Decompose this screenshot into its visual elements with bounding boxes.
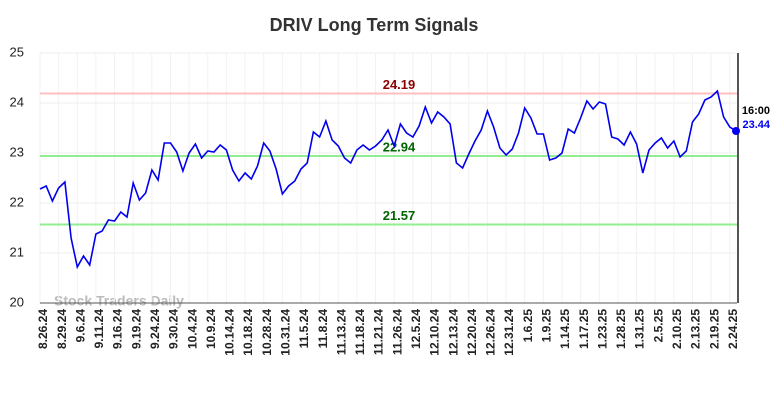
x-tick-label: 10.4.24 bbox=[185, 309, 199, 349]
x-tick-label: 11.26.24 bbox=[390, 309, 404, 355]
x-tick-label: 11.5.24 bbox=[297, 309, 311, 349]
price-line bbox=[39, 89, 737, 270]
x-tick-label: 1.6.25 bbox=[521, 309, 535, 343]
x-tick-label: 10.9.24 bbox=[204, 309, 218, 349]
x-tick-label: 12.5.24 bbox=[409, 309, 423, 349]
x-tick-label: 10.31.24 bbox=[279, 309, 293, 356]
signal-label: 22.94 bbox=[383, 139, 416, 154]
x-tick-label: 2.19.25 bbox=[707, 309, 721, 349]
signal-label: 21.57 bbox=[383, 208, 416, 223]
x-tick-label: 1.9.25 bbox=[540, 309, 554, 343]
x-tick-label: 9.19.24 bbox=[129, 309, 143, 349]
y-tick-label: 21 bbox=[10, 244, 24, 259]
x-tick-label: 12.13.24 bbox=[446, 309, 460, 356]
x-tick-label: 10.18.24 bbox=[241, 309, 255, 356]
x-tick-label: 10.14.24 bbox=[223, 309, 237, 356]
x-tick-label: 2.13.25 bbox=[689, 309, 703, 349]
x-tick-label: 12.20.24 bbox=[465, 309, 479, 356]
last-point bbox=[732, 127, 740, 135]
x-tick-label: 1.23.25 bbox=[595, 309, 609, 349]
x-tick-label: 9.30.24 bbox=[167, 309, 181, 349]
x-tick-label: 9.16.24 bbox=[111, 309, 125, 349]
x-tick-label: 11.18.24 bbox=[353, 309, 367, 355]
x-tick-label: 11.21.24 bbox=[372, 309, 386, 355]
x-tick-label: 12.26.24 bbox=[484, 309, 498, 356]
x-tick-label: 9.24.24 bbox=[148, 309, 162, 349]
x-tick-label: 2.24.25 bbox=[726, 309, 740, 349]
chart-title: DRIV Long Term Signals bbox=[270, 15, 479, 35]
x-tick-label: 2.10.25 bbox=[670, 309, 684, 349]
x-tick-label: 8.26.24 bbox=[36, 309, 50, 349]
last-value: 23.44 bbox=[742, 119, 770, 131]
x-tick-label: 12.31.24 bbox=[502, 309, 516, 356]
x-tick-label: 12.10.24 bbox=[428, 309, 442, 356]
x-tick-label: 10.28.24 bbox=[260, 309, 274, 356]
x-tick-label: 1.17.25 bbox=[577, 309, 591, 349]
y-tick-label: 22 bbox=[10, 194, 24, 209]
x-tick-label: 2.5.25 bbox=[651, 309, 665, 343]
y-tick-label: 25 bbox=[10, 44, 24, 59]
x-tick-label: 1.28.25 bbox=[614, 309, 628, 349]
last-time: 16:00 bbox=[742, 105, 770, 117]
x-tick-label: 1.14.25 bbox=[558, 309, 572, 349]
x-tick-label: 9.11.24 bbox=[92, 309, 106, 349]
x-tick-label: 11.13.24 bbox=[334, 309, 348, 355]
y-tick-label: 20 bbox=[10, 294, 24, 309]
y-tick-label: 23 bbox=[10, 144, 24, 159]
signal-label: 24.19 bbox=[383, 77, 416, 92]
x-tick-label: 1.31.25 bbox=[633, 309, 647, 349]
x-tick-label: 8.29.24 bbox=[55, 309, 69, 349]
y-tick-label: 24 bbox=[10, 94, 24, 109]
x-tick-label: 11.8.24 bbox=[316, 309, 330, 349]
watermark: Stock Traders Daily bbox=[54, 293, 184, 309]
x-tick-label: 9.6.24 bbox=[73, 309, 87, 343]
